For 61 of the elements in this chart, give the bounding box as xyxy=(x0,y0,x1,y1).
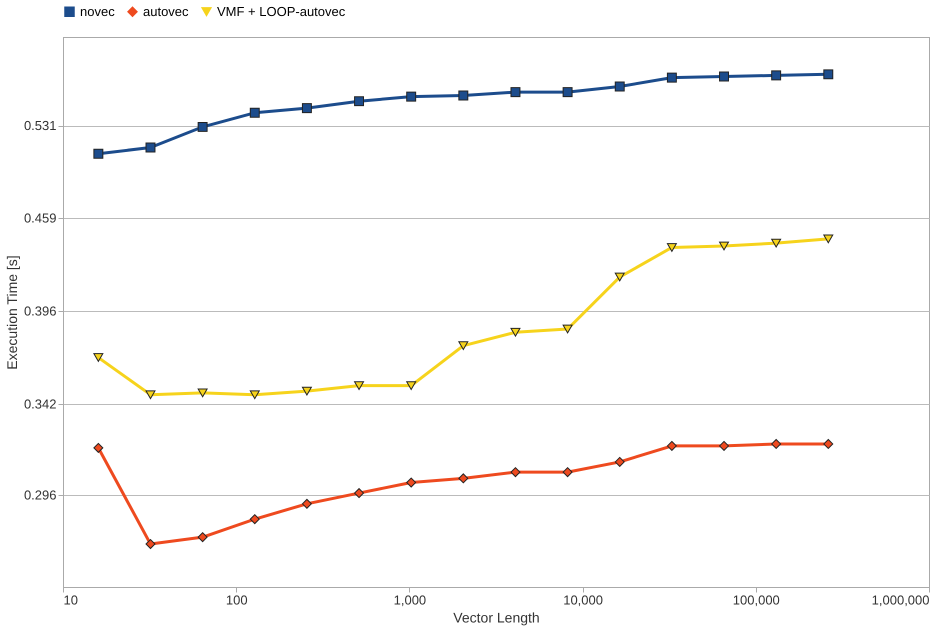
point xyxy=(93,353,104,362)
x-tick-label: 10,000 xyxy=(563,592,603,608)
point xyxy=(406,381,416,390)
x-tick-label: 10 xyxy=(64,592,78,608)
point xyxy=(458,341,468,350)
point xyxy=(93,148,104,159)
point xyxy=(562,87,573,98)
point xyxy=(354,96,364,106)
x-tick-label: 1,000,000 xyxy=(872,592,930,608)
point xyxy=(458,473,468,484)
point xyxy=(406,478,416,488)
point xyxy=(719,440,729,451)
x-axis-title: Vector Length xyxy=(453,610,540,626)
legend-label: VMF + LOOP-autovec xyxy=(217,4,346,19)
point xyxy=(771,70,782,80)
point xyxy=(666,243,677,252)
y-tick-label: 0.296 xyxy=(24,488,56,503)
point xyxy=(146,142,156,152)
point xyxy=(198,388,208,398)
point xyxy=(562,324,573,334)
point xyxy=(93,442,104,453)
x-tick-label: 100 xyxy=(226,592,248,608)
x-tick-label: 100,000 xyxy=(732,592,780,608)
point xyxy=(406,92,416,102)
point xyxy=(510,87,520,98)
point xyxy=(719,72,729,82)
point xyxy=(354,381,364,390)
y-tick-label: 0.342 xyxy=(24,396,56,412)
x-tick-label: 1,000 xyxy=(394,592,426,608)
legend-label: novec xyxy=(80,4,116,19)
point xyxy=(614,456,625,467)
point xyxy=(146,390,156,400)
point xyxy=(666,72,677,83)
y-tick-label: 0.531 xyxy=(24,118,56,134)
point xyxy=(250,514,260,524)
point xyxy=(719,242,729,250)
point xyxy=(250,390,260,400)
y-axis-title: Execution Time [s] xyxy=(4,255,20,370)
point xyxy=(510,467,520,478)
point xyxy=(510,328,520,337)
point xyxy=(823,234,834,244)
y-tick-label: 0.396 xyxy=(24,304,56,319)
point xyxy=(302,103,312,114)
point xyxy=(354,488,364,498)
point xyxy=(198,122,208,132)
point xyxy=(823,438,834,449)
point xyxy=(302,498,312,509)
point xyxy=(250,108,260,118)
point xyxy=(771,238,782,248)
y-tick-label: 0.459 xyxy=(24,210,56,226)
legend-label: autovec xyxy=(143,4,190,19)
point xyxy=(823,69,834,80)
point xyxy=(198,532,208,542)
point xyxy=(614,272,625,282)
point xyxy=(458,90,468,100)
point xyxy=(666,440,677,451)
point xyxy=(771,438,782,449)
point xyxy=(562,467,573,478)
point xyxy=(146,539,156,550)
point xyxy=(614,82,625,92)
point xyxy=(302,386,312,396)
